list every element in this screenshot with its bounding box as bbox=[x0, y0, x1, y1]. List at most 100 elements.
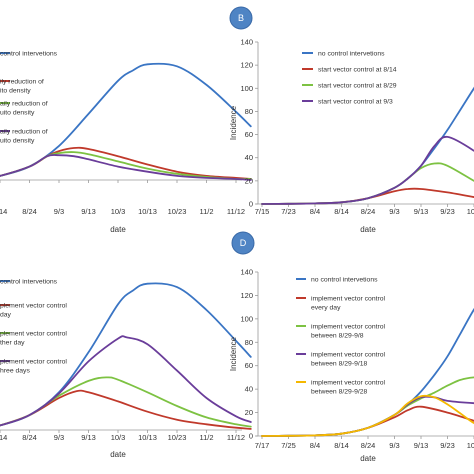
y-tick-label: 120 bbox=[240, 61, 253, 70]
y-tick-label: 80 bbox=[245, 338, 253, 347]
panel-d: 0 20 40 60 80 100 120 140 Incidence 7/17 7/25 8/4 8/… bbox=[229, 231, 474, 463]
x-tick-label: 9/23 bbox=[440, 441, 455, 450]
x-tick-label: 10/3 bbox=[111, 207, 126, 216]
x-tick-label: 9/3 bbox=[389, 441, 399, 450]
y-axis-title: Incidence bbox=[229, 105, 238, 140]
x-tick-label: 7/17 bbox=[255, 441, 270, 450]
series-line-3 bbox=[0, 151, 252, 181]
legend-label: every day bbox=[311, 305, 341, 312]
panel-c: 8/14 8/24 9/3 9/13 10/3 10/13 10/23 11/2 11/12 da… bbox=[0, 279, 252, 459]
series-line-4 bbox=[0, 335, 252, 427]
x-tick-label: 8/24 bbox=[361, 207, 376, 216]
x-tick-label: 7/15 bbox=[255, 207, 270, 216]
x-tick-label: 8/24 bbox=[361, 441, 376, 450]
legend-label: plement vector control bbox=[0, 359, 67, 366]
series-line-1 bbox=[261, 307, 474, 437]
y-tick-label: 100 bbox=[240, 314, 253, 323]
legend-label: implement vector control bbox=[311, 380, 386, 387]
legend-label: start vector control at 8/14 bbox=[318, 67, 397, 74]
y-tick-label: 100 bbox=[240, 84, 253, 93]
x-tick-label: 10/23 bbox=[168, 433, 187, 442]
legend-label: hree days bbox=[0, 368, 30, 375]
y-tick-label: 40 bbox=[245, 385, 253, 394]
x-tick-label: 9/13 bbox=[414, 207, 429, 216]
x-tick-label: 8/14 bbox=[334, 207, 349, 216]
x-tick-label: 9/3 bbox=[54, 433, 64, 442]
y-tick-label: 80 bbox=[245, 107, 253, 116]
x-tick-label: 10/23 bbox=[168, 207, 187, 216]
panel-b: 0 20 40 60 80 100 120 140 Incidence 7/15 7/23 8/4 8/… bbox=[229, 6, 474, 234]
series-line-4 bbox=[261, 135, 474, 205]
x-tick-label: 7/25 bbox=[281, 441, 296, 450]
x-tick-label: 11/12 bbox=[227, 207, 245, 216]
legend-label: plement vector control bbox=[0, 303, 67, 310]
legend-label: uito density bbox=[0, 110, 35, 117]
y-tick-label: 140 bbox=[240, 268, 253, 277]
x-tick-label: 8/14 bbox=[0, 207, 7, 216]
y-axis-title: Incidence bbox=[229, 336, 238, 371]
series-line-4 bbox=[261, 395, 474, 437]
x-tick-label: 10/13 bbox=[138, 433, 157, 442]
y-tick-label: 60 bbox=[245, 130, 253, 139]
legend-label: ily reduction of bbox=[0, 79, 44, 86]
series-line-2 bbox=[261, 187, 474, 205]
x-tick-label: 9/13 bbox=[81, 433, 96, 442]
legend-label: day bbox=[0, 312, 12, 319]
x-tick-label: 9/3 bbox=[54, 207, 64, 216]
x-tick-label: 8/14 bbox=[334, 441, 349, 450]
legend-label: aily reduction of bbox=[0, 101, 48, 108]
x-tick-label: 9/13 bbox=[414, 441, 429, 450]
legend-label: uito density bbox=[0, 138, 35, 145]
x-axis-title: date bbox=[110, 225, 126, 234]
legend-label: control intervetions bbox=[0, 279, 58, 286]
legend-label: no control intervetions bbox=[318, 51, 385, 58]
panel-letter: D bbox=[240, 238, 247, 248]
y-tick-label: 0 bbox=[249, 200, 253, 209]
legend-label: between 8/29-9/18 bbox=[311, 361, 368, 368]
x-tick-label: 8/24 bbox=[22, 207, 37, 216]
y-tick-label: 20 bbox=[245, 176, 253, 185]
x-tick-label: 8/4 bbox=[310, 441, 320, 450]
legend-label: between 8/29-9/28 bbox=[311, 389, 368, 396]
panel-letter: B bbox=[238, 13, 244, 23]
panel-a: 8/14 8/24 9/3 9/13 10/3 10/13 10/23 11/2 11/12 da… bbox=[0, 51, 252, 234]
x-axis-title: date bbox=[360, 454, 376, 463]
y-tick-label: 40 bbox=[245, 153, 253, 162]
x-tick-label: 9/23 bbox=[440, 207, 455, 216]
legend-label: implement vector control bbox=[311, 352, 386, 359]
legend-label: start vector control at 8/29 bbox=[318, 83, 397, 90]
x-axis-title: date bbox=[360, 225, 376, 234]
x-tick-label: 10/3 bbox=[467, 441, 474, 450]
x-tick-label: 11/12 bbox=[227, 433, 245, 442]
y-tick-label: 20 bbox=[245, 408, 253, 417]
legend-label: ther day bbox=[0, 340, 25, 347]
legend-label: implement vector control bbox=[311, 296, 386, 303]
legend-label: start vector control at 9/3 bbox=[318, 99, 393, 106]
x-tick-label: 11/2 bbox=[199, 433, 213, 442]
legend-label: control intervetions bbox=[0, 51, 58, 58]
x-tick-label: 9/13 bbox=[81, 207, 96, 216]
legend-label: implement vector control bbox=[311, 324, 386, 331]
legend-label: plement vector control bbox=[0, 331, 67, 338]
x-tick-label: 9/3 bbox=[389, 207, 399, 216]
x-tick-label: 10/3 bbox=[467, 207, 474, 216]
series-line-5 bbox=[261, 394, 474, 437]
series-line-4 bbox=[0, 154, 252, 181]
x-tick-label: 11/2 bbox=[199, 207, 213, 216]
x-axis-title: date bbox=[110, 450, 126, 459]
panel-letter-badge bbox=[229, 6, 253, 30]
y-tick-label: 60 bbox=[245, 361, 253, 370]
y-tick-label: 0 bbox=[249, 432, 253, 441]
panel-letter-badge bbox=[231, 231, 255, 255]
y-tick-label: 120 bbox=[240, 291, 253, 300]
legend-label: aily reduction of bbox=[0, 129, 48, 136]
x-tick-label: 10/3 bbox=[111, 433, 126, 442]
legend-label: between 8/29-9/8 bbox=[311, 333, 364, 340]
series-line-2 bbox=[261, 405, 474, 437]
x-tick-label: 8/24 bbox=[22, 433, 37, 442]
y-tick-label: 140 bbox=[240, 38, 253, 47]
legend-label: no control intervetions bbox=[311, 277, 378, 284]
legend-label: ito density bbox=[0, 88, 31, 95]
x-tick-label: 7/23 bbox=[281, 207, 296, 216]
